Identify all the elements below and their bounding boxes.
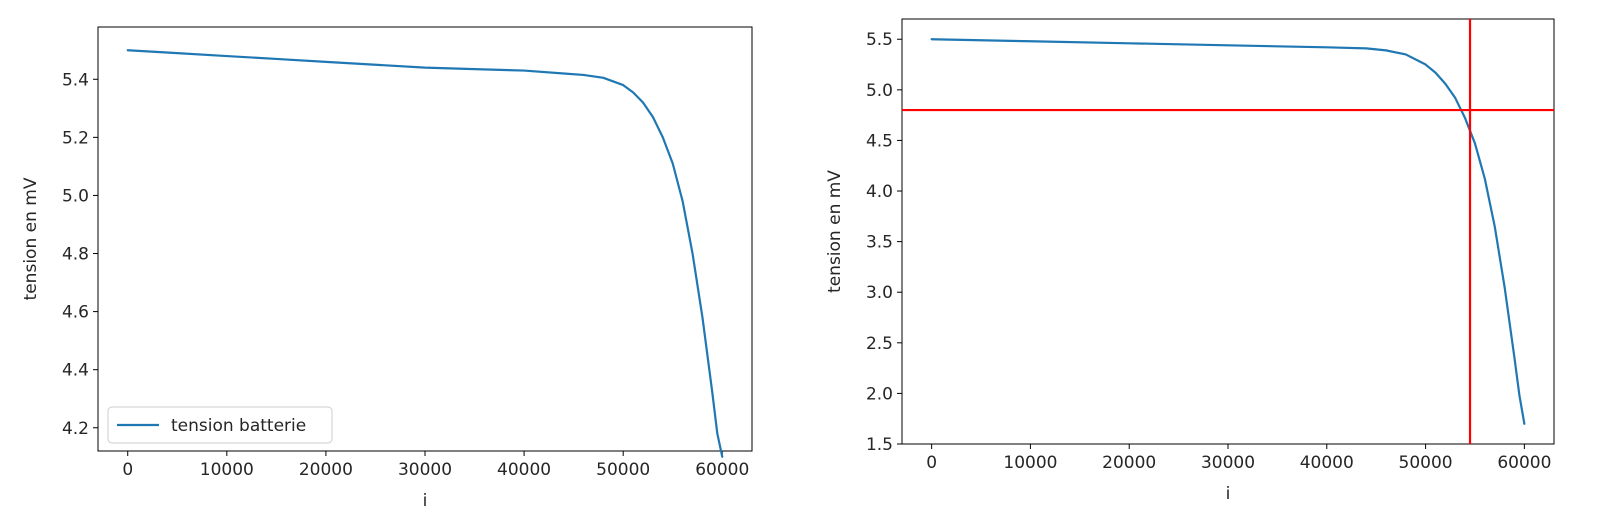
left-y-tick-label: 5.4 (62, 70, 89, 90)
right-x-tick-label: 30000 (1201, 453, 1255, 473)
right-x-tick-label: 60000 (1497, 453, 1551, 473)
left-y-tick-label: 5.2 (62, 128, 89, 148)
reference-lines (902, 19, 1554, 444)
right-y-tick-label: 3.5 (866, 233, 893, 253)
right-y-tick-label: 3.0 (866, 283, 893, 303)
left-x-tick-label: 60000 (695, 460, 749, 480)
left-y-tick-label: 4.4 (62, 361, 89, 381)
left-axis-ticks: 0 10000 20000 30000 40000 50000 60000 4.2 4.4 4.6… (62, 70, 749, 480)
right-y-tick-label: 4.5 (866, 131, 893, 151)
left-x-tick-label: 20000 (299, 460, 353, 480)
right-y-tick-label: 2.0 (866, 384, 893, 404)
right-x-axis-label: i (1226, 484, 1231, 504)
left-plot-area (97, 26, 753, 452)
left-series-layer (126, 49, 724, 458)
right-y-tick-label: 5.0 (866, 81, 893, 101)
right-y-tick-label: 1.5 (866, 435, 893, 455)
right-y-tick-label: 2.5 (866, 334, 893, 354)
right-series-layer (930, 38, 1526, 425)
right-y-tick-label: 5.5 (866, 30, 893, 50)
right-chart: 0 10000 20000 30000 40000 50000 60000 1.5 2.0 2.5… (825, 18, 1555, 504)
legend: tension batterie (107, 406, 333, 444)
legend-entry-label: tension batterie (171, 416, 306, 436)
right-y-axis-label: tension en mV (825, 170, 845, 293)
right-y-tick-label: 4.0 (866, 182, 893, 202)
right-x-tick-label: 0 (926, 453, 937, 473)
left-x-tick-label: 30000 (398, 460, 452, 480)
left-x-tick-label: 50000 (596, 460, 650, 480)
right-x-tick-label: 40000 (1300, 453, 1354, 473)
left-y-tick-label: 4.2 (62, 419, 89, 439)
right-x-tick-label: 10000 (1003, 453, 1057, 473)
left-y-axis-label: tension en mV (21, 177, 41, 300)
left-x-tick-label: 40000 (497, 460, 551, 480)
right-x-tick-label: 20000 (1102, 453, 1156, 473)
left-x-tick-label: 0 (122, 460, 133, 480)
left-series-line (126, 49, 724, 458)
left-y-tick-label: 4.8 (62, 245, 89, 265)
left-chart: 0 10000 20000 30000 40000 50000 60000 4.2 4.4 4.6… (21, 26, 753, 511)
right-x-tick-label: 50000 (1399, 453, 1453, 473)
left-x-tick-label: 10000 (200, 460, 254, 480)
right-series-line (930, 38, 1526, 425)
left-y-tick-label: 5.0 (62, 186, 89, 206)
left-x-axis-label: i (423, 491, 428, 511)
right-axis-ticks: 0 10000 20000 30000 40000 50000 60000 1.5 2.0 2.5… (866, 30, 1551, 473)
right-plot-area (901, 18, 1555, 445)
left-y-tick-label: 4.6 (62, 303, 89, 323)
legend-box (107, 406, 333, 444)
